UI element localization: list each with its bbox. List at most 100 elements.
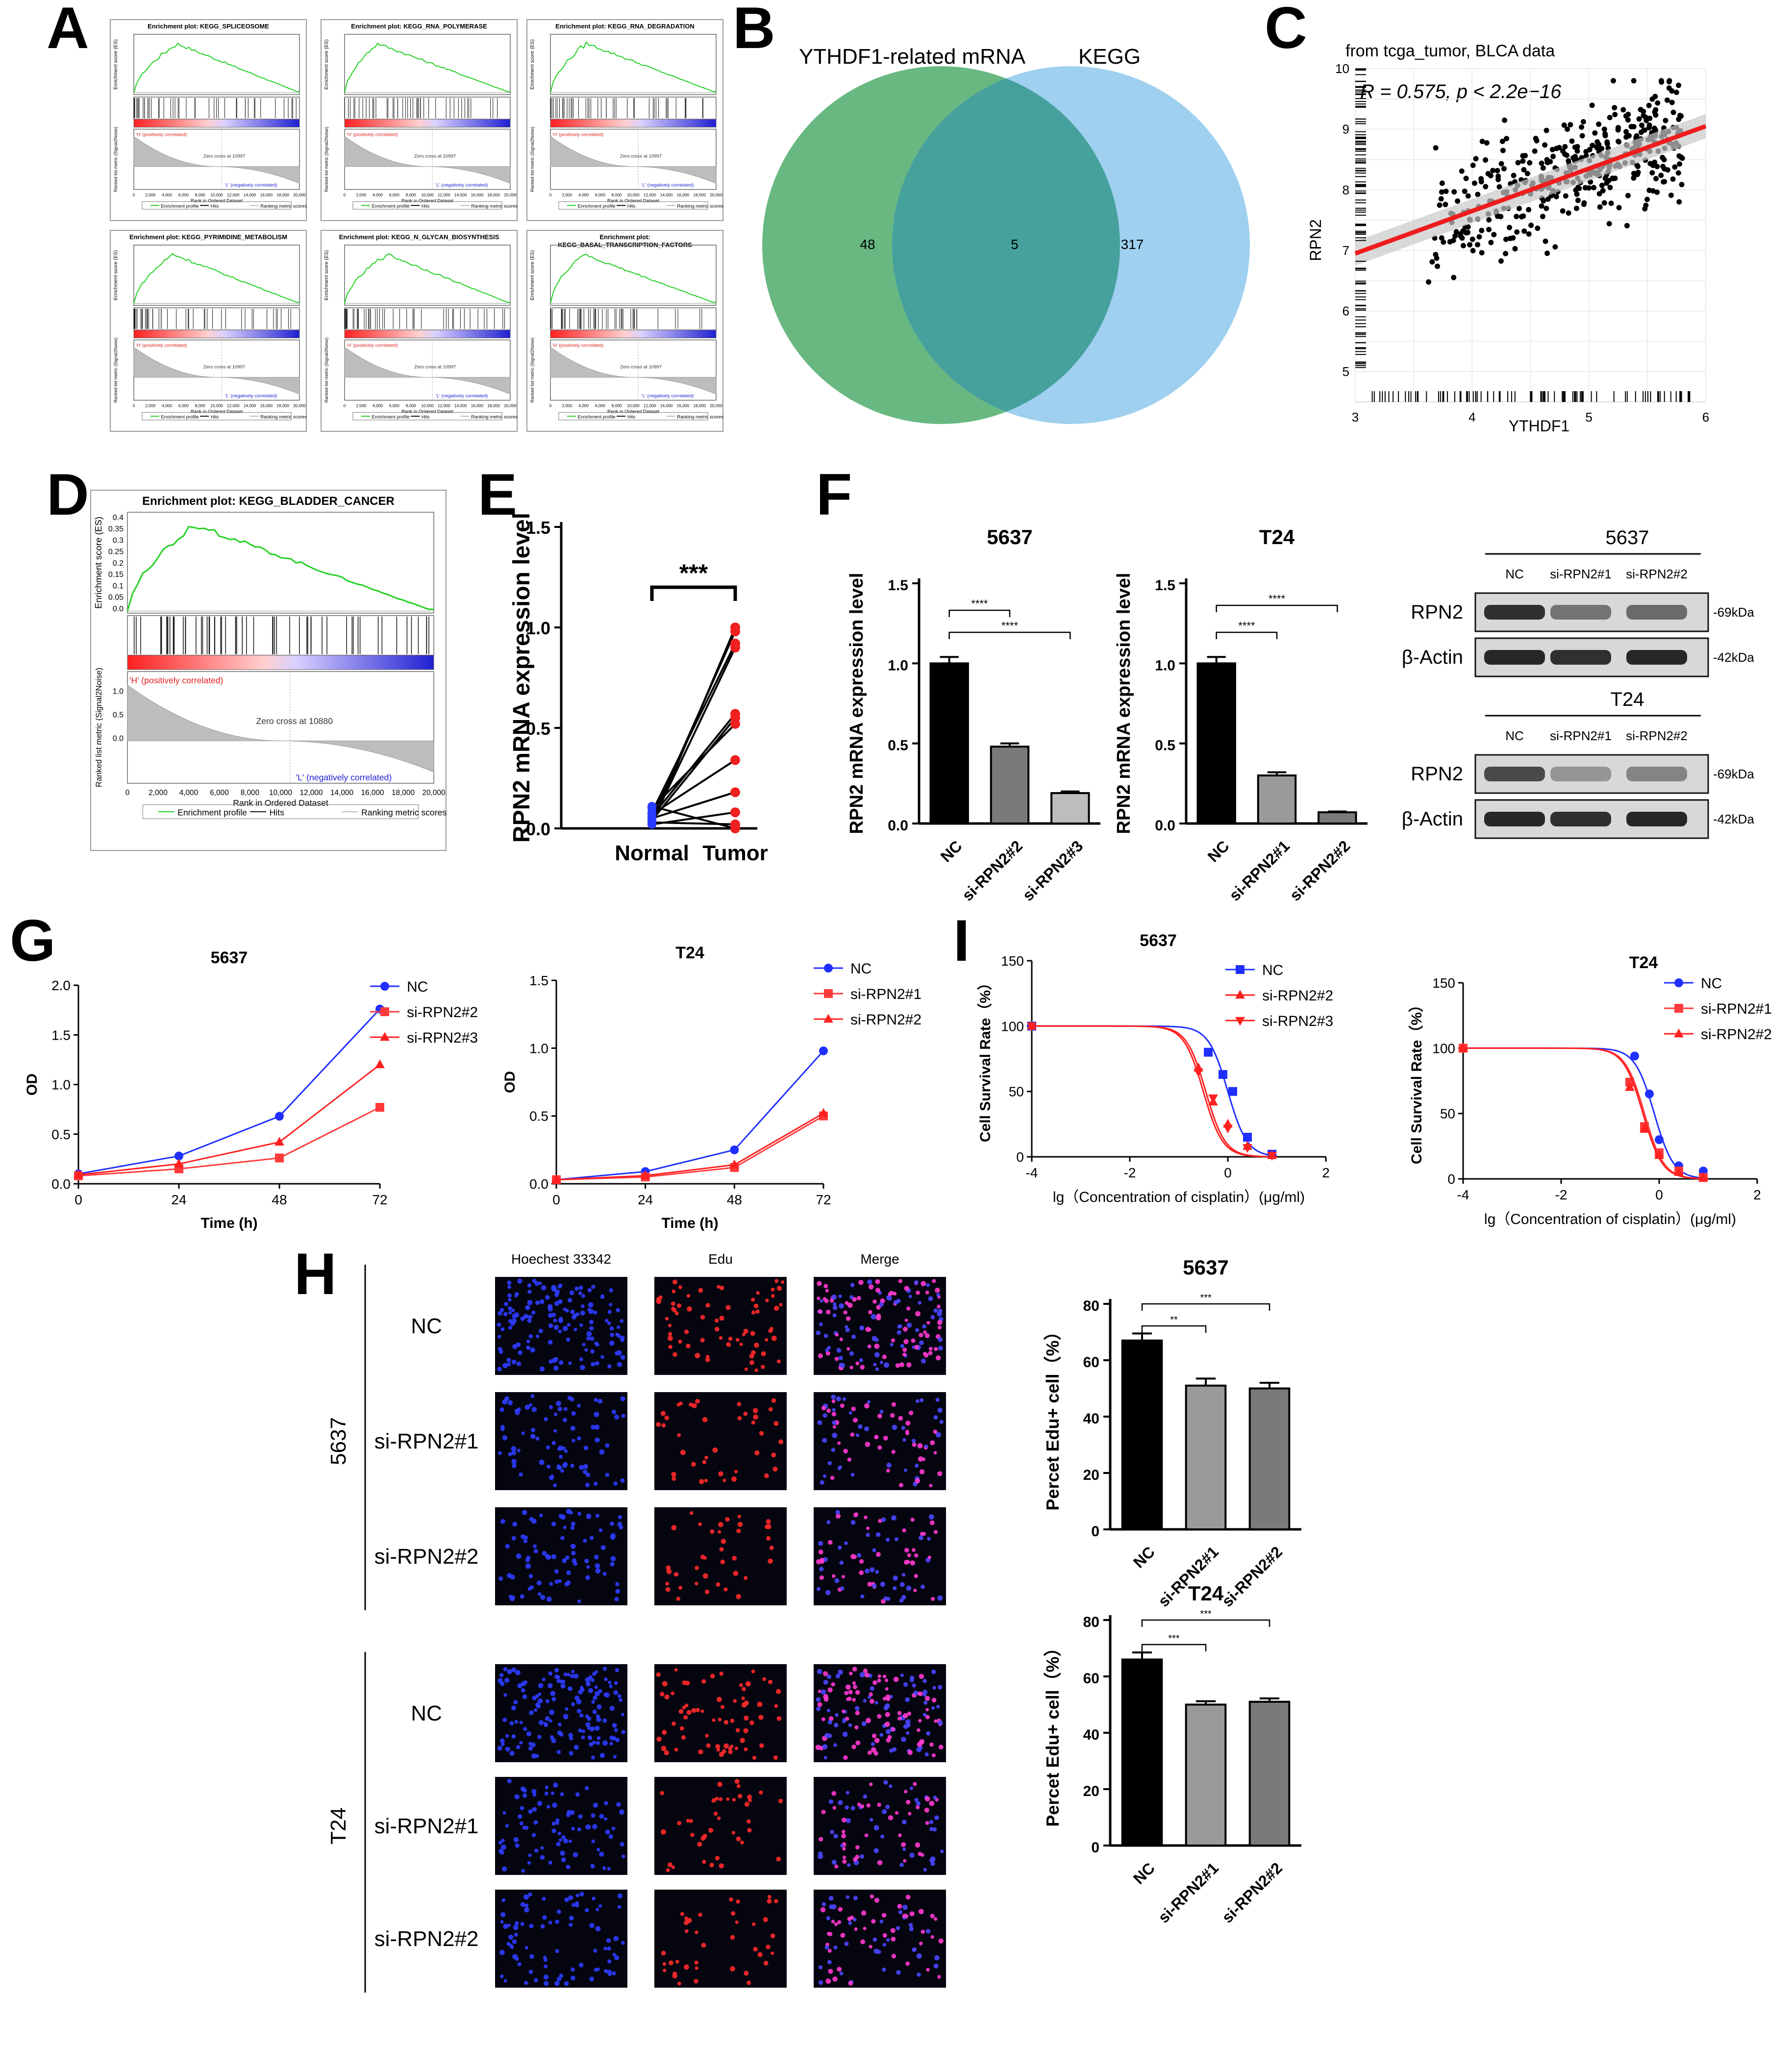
micro-nucleus [502,1435,508,1441]
scatter-point [1453,229,1459,235]
e-y-tick: 0.5 [526,719,550,739]
micro-nucleus [772,1467,778,1472]
micro-nucleus [704,1589,710,1595]
micro-nucleus [893,1586,897,1591]
micro-nucleus [874,1897,880,1903]
micro-nucleus [535,1436,540,1441]
blot-row-label: RPN2 [1411,763,1463,785]
micro-nucleus [570,1309,575,1315]
micro-nucleus [846,1895,850,1899]
micro-nucleus [537,1800,543,1806]
line-x-tick: 0 [552,1192,560,1207]
bar-y-tick: 0.5 [1155,738,1175,754]
micro-nucleus [842,1731,848,1737]
micro-nucleus [718,1718,722,1722]
micro-nucleus [840,1844,844,1848]
micro-nucleus [834,1922,838,1926]
blot-lane-label: NC [1505,567,1524,581]
gsea-x-tick: 18,000 [392,789,415,797]
e-category-label: Normal [615,841,689,865]
micro-nucleus [873,1751,878,1756]
micro-nucleus [528,1573,533,1578]
micro-nucleus [831,1294,837,1300]
gsea-zero-cross-text: Zero cross at 10997 [620,153,662,159]
micro-nucleus [620,1319,624,1323]
micro-nucleus [865,1569,870,1573]
scatter-point [1663,118,1668,124]
micro-nucleus [925,1708,929,1712]
micro-nucleus [935,1288,940,1293]
marker-triangle [1458,1043,1468,1052]
gsea-neg-label: 'L' (negatively correlated) [436,183,488,188]
micro-nucleus [910,1560,916,1566]
micro-nucleus [566,1570,571,1575]
scatter-point [1641,113,1646,119]
micro-nucleus [916,1801,921,1806]
micro-nucleus [825,1309,831,1315]
micro-nucleus [525,1563,531,1569]
micro-nucleus [580,1310,585,1316]
gsea-pos-label: 'H' (positively correlated) [129,675,224,685]
micro-nucleus [818,1965,823,1970]
scatter-point [1455,198,1461,204]
scatter-point [1478,179,1484,185]
micro-nucleus [527,1283,532,1288]
micro-nucleus [856,1296,861,1300]
micro-nucleus [584,1786,589,1791]
scatter-point [1602,133,1608,139]
gsea-x-tick: 2,000 [562,403,572,408]
gsea-es-tick: 0.15 [108,571,124,579]
micro-nucleus [553,1365,559,1371]
micro-nucleus [614,1955,620,1961]
scatter-point [1438,196,1444,202]
gsea-frame [90,490,447,851]
micro-nucleus [662,1681,668,1687]
micro-nucleus [596,1717,601,1722]
gsea-legend-box [142,201,292,210]
bar-category-label: si-RPN2#2 [959,837,1026,904]
micro-nucleus [509,1750,515,1756]
micro-nucleus [604,1817,608,1821]
micro-nucleus [723,1587,728,1592]
micro-nucleus [528,1892,532,1897]
micro-nucleus [758,1715,764,1720]
micro-nucleus [717,1697,722,1702]
micro-nucleus [885,1804,890,1809]
micro-nucleus [916,1805,920,1810]
micro-nucleus [908,1295,912,1298]
micro-nucleus [614,1681,618,1685]
micro-nucleus [515,1843,520,1848]
blot-band [1484,605,1545,620]
micro-nucleus [593,1948,597,1953]
gsea-es-tick: 0.35 [108,525,124,533]
micro-nucleus [919,1673,924,1679]
gsea-x-tick: 6,000 [595,193,605,198]
micro-nucleus [884,1722,890,1727]
scatter-point [1459,168,1465,174]
micro-nucleus [614,1728,618,1732]
micro-nucleus [661,1950,666,1956]
micro-nucleus [563,1307,567,1311]
micro-nucleus [827,1540,833,1545]
micro-nucleus [741,1697,745,1700]
scatter-point [1670,176,1676,182]
micro-nucleus [617,1905,622,1909]
micro-nucleus [710,1529,715,1534]
micro-nucleus [753,1414,758,1420]
bar-y-tick: 40 [1083,1727,1099,1743]
line-y-tick: 0.5 [529,1109,548,1124]
micro-nucleus [528,1809,533,1814]
micro-nucleus [614,1597,619,1601]
gsea-x-tick: 12,000 [644,193,656,198]
micro-nucleus [548,1405,553,1409]
micro-nucleus [860,1854,865,1859]
micro-nucleus [524,1946,528,1950]
micro-nucleus [906,1560,910,1564]
micro-nucleus [569,1511,573,1515]
micro-nucleus [665,1587,671,1592]
marker-triangle [729,1159,740,1169]
micro-nucleus [744,1971,749,1976]
panel-d-gsea: Enrichment plot: KEGG_BLADDER_CANCER'H' … [90,490,447,851]
micro-nucleus [532,1278,537,1283]
